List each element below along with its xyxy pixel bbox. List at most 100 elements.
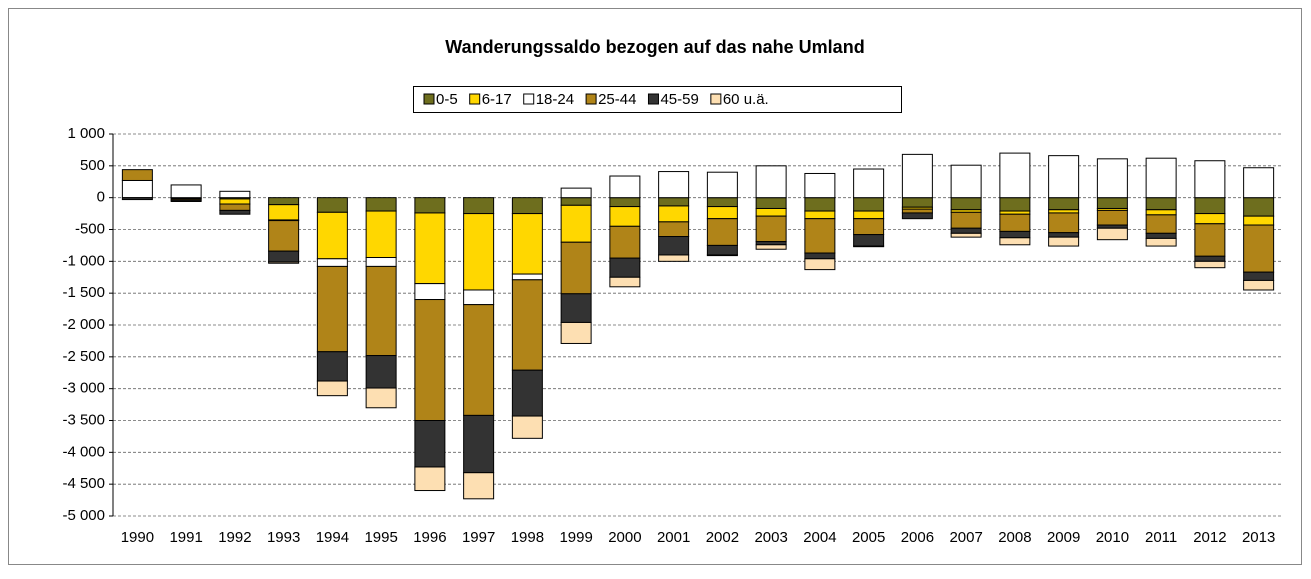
bar-segment	[609, 225, 641, 259]
y-tick-label: -1 500	[62, 284, 105, 301]
bar-segment	[219, 203, 251, 211]
bar-segment	[999, 213, 1031, 232]
bar-segment	[1243, 224, 1275, 273]
bar-segment	[365, 210, 397, 259]
bar-segment	[706, 206, 738, 220]
bar-segment	[1048, 197, 1080, 211]
bar-segment	[316, 265, 348, 353]
bar-segment	[463, 289, 495, 306]
y-tick-label: -500	[75, 220, 105, 237]
bar-segment	[1194, 255, 1226, 262]
bar-segment	[853, 245, 885, 248]
bar-segment	[268, 250, 300, 263]
legend-label: 25-44	[598, 91, 636, 108]
bar-segment	[1048, 155, 1080, 199]
bar-segment	[1096, 158, 1128, 199]
x-tick-label: 2007	[949, 529, 982, 546]
x-tick-label: 2004	[803, 529, 836, 546]
bar-segment	[316, 258, 348, 267]
bar-segment	[560, 187, 592, 199]
bar-segment	[511, 415, 543, 439]
y-tick-label: -2 000	[62, 316, 105, 333]
bar-segment	[268, 261, 300, 264]
bar-segment	[950, 232, 982, 238]
x-tick-label: 1995	[364, 529, 397, 546]
bar-segment	[609, 197, 641, 208]
bar-segment	[463, 304, 495, 416]
bar-segment	[1194, 260, 1226, 269]
legend-swatch	[647, 93, 659, 105]
bar-segment	[511, 273, 543, 281]
bar-segment	[1194, 223, 1226, 257]
bar-segment	[1048, 232, 1080, 238]
legend-label: 60 u.ä.	[723, 91, 769, 108]
x-tick-label: 2003	[754, 529, 787, 546]
bar-segment	[804, 210, 836, 220]
y-tick-label: -1 000	[62, 252, 105, 269]
bar-segment	[853, 218, 885, 236]
legend-label: 18-24	[536, 91, 574, 108]
bar-segment	[853, 197, 885, 212]
bar-segment	[316, 380, 348, 397]
x-tick-label: 1997	[462, 529, 495, 546]
legend-swatch	[710, 93, 722, 105]
x-tick-label: 2000	[608, 529, 641, 546]
bar-segment	[999, 230, 1031, 239]
bar-segment	[560, 321, 592, 344]
bar-segment	[316, 197, 348, 213]
x-tick-label: 2013	[1242, 529, 1275, 546]
bar-segment	[609, 276, 641, 288]
bar-segment	[219, 209, 251, 215]
bar-segment	[950, 197, 982, 211]
bar-segment	[853, 234, 885, 247]
x-tick-label: 2002	[706, 529, 739, 546]
bar-segment	[463, 472, 495, 500]
bar-segment	[755, 207, 787, 217]
bar-segment	[511, 369, 543, 417]
x-tick-label: 2010	[1096, 529, 1129, 546]
bar-segment	[463, 197, 495, 215]
bar-segment	[950, 227, 982, 234]
bar-segment	[1145, 209, 1177, 216]
bar-segment	[658, 205, 690, 223]
bar-segment	[1096, 209, 1128, 226]
bar-segment	[414, 299, 446, 421]
bar-segment	[560, 197, 592, 206]
bar-segment	[1194, 213, 1226, 225]
bar-segment	[121, 179, 153, 199]
x-tick-label: 2008	[998, 529, 1031, 546]
x-tick-label: 2006	[901, 529, 934, 546]
bar-segment	[755, 244, 787, 250]
bar-segment	[1145, 214, 1177, 234]
bar-segment	[658, 221, 690, 238]
bar-segment	[560, 293, 592, 323]
x-tick-label: 2005	[852, 529, 885, 546]
bar-segment	[609, 175, 641, 199]
bar-segment	[1243, 271, 1275, 281]
bar-segment	[316, 211, 348, 260]
bar-segment	[365, 355, 397, 389]
chart-title: Wanderungssaldo bezogen auf das nahe Uml…	[445, 37, 864, 57]
y-tick-label: -4 000	[62, 443, 105, 460]
bar-segment	[658, 171, 690, 199]
bar-segment	[316, 351, 348, 382]
bar-segment	[1145, 157, 1177, 199]
bar-segment	[1145, 237, 1177, 247]
bar-segment	[658, 254, 690, 262]
bar-segment	[804, 218, 836, 254]
legend-swatch	[423, 93, 435, 105]
bar-segment	[609, 206, 641, 227]
bar-segment	[1048, 212, 1080, 234]
bar-segment	[999, 152, 1031, 199]
bar-segment	[950, 211, 982, 229]
bar-segment	[755, 215, 787, 243]
bar-segment	[511, 213, 543, 275]
bar-segment	[1096, 197, 1128, 209]
x-tick-label: 1991	[169, 529, 202, 546]
legend-swatch	[469, 93, 481, 105]
x-tick-label: 1998	[511, 529, 544, 546]
y-tick-label: 0	[97, 189, 105, 206]
bar-segment	[1145, 232, 1177, 239]
bar-segment	[365, 257, 397, 267]
